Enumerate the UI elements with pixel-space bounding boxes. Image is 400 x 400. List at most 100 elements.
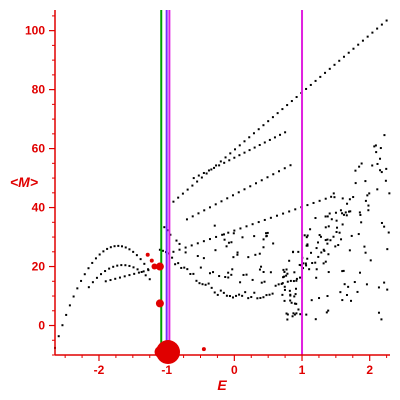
data-point [318, 297, 321, 300]
data-point [248, 149, 251, 152]
data-point [324, 226, 327, 229]
data-point [262, 270, 265, 273]
data-point [133, 272, 136, 275]
data-point [236, 251, 239, 254]
y-tick-label: 100 [25, 24, 45, 38]
data-point [226, 197, 229, 200]
data-point [260, 281, 263, 284]
data-point [333, 63, 336, 66]
data-point [220, 200, 223, 203]
data-point [163, 226, 166, 229]
data-point [288, 259, 291, 262]
data-point [302, 267, 305, 270]
data-point [364, 180, 367, 183]
data-point [330, 218, 333, 221]
data-point [348, 198, 351, 201]
data-point [367, 204, 370, 207]
data-point [247, 297, 250, 300]
data-point [371, 31, 374, 34]
data-point [350, 299, 353, 302]
data-point [191, 215, 194, 218]
data-point [249, 185, 252, 188]
data-point [238, 144, 241, 147]
data-point [309, 228, 312, 231]
y-axis-label: <M> [10, 174, 38, 190]
data-point [342, 213, 345, 216]
data-point [140, 270, 143, 273]
data-point [91, 261, 94, 264]
data-point [225, 294, 228, 297]
data-point [169, 233, 172, 236]
data-point [283, 299, 286, 302]
data-point [224, 275, 227, 278]
data-point [248, 136, 251, 139]
data-point [324, 260, 327, 263]
data-point [292, 280, 295, 283]
data-point [385, 19, 388, 22]
data-point [123, 275, 126, 278]
data-point [98, 253, 101, 256]
data-point [72, 295, 75, 298]
y-tick-label: 20 [32, 260, 46, 274]
data-point [386, 248, 389, 251]
data-point [177, 196, 180, 199]
data-point [65, 313, 68, 316]
data-point [332, 192, 335, 195]
data-point [118, 276, 121, 279]
data-point [283, 270, 286, 273]
data-point [358, 271, 361, 274]
data-point [283, 167, 286, 170]
data-point [251, 223, 254, 226]
data-point [343, 283, 346, 286]
data-point [286, 272, 289, 275]
data-point [204, 283, 207, 286]
data-point [239, 227, 242, 230]
data-point [57, 335, 60, 338]
data-point [285, 268, 288, 271]
data-point [289, 279, 292, 282]
data-point [276, 112, 279, 115]
data-point [208, 238, 211, 241]
data-point [200, 176, 203, 179]
data-point [322, 248, 325, 251]
data-point [221, 233, 224, 236]
data-point [208, 272, 211, 275]
data-point [222, 291, 225, 294]
data-point [177, 262, 180, 265]
data-point [243, 188, 246, 191]
data-point [319, 235, 322, 238]
data-point [208, 206, 211, 209]
data-point [280, 282, 283, 285]
data-point [335, 231, 338, 234]
data-point [297, 308, 300, 311]
data-point [139, 258, 142, 261]
data-point [174, 263, 177, 266]
data-point [298, 276, 301, 279]
data-point [385, 167, 388, 170]
data-point [207, 282, 210, 285]
data-point [87, 267, 90, 270]
data-point [305, 87, 308, 90]
data-point [229, 152, 232, 155]
data-point [76, 287, 79, 290]
data-point [178, 242, 181, 245]
data-point [213, 291, 216, 294]
data-point [305, 264, 308, 267]
highlight-point [149, 258, 154, 263]
data-point [306, 244, 309, 247]
data-point [232, 232, 235, 235]
data-point [120, 264, 123, 267]
data-point [263, 218, 266, 221]
data-point [207, 169, 210, 172]
data-point [340, 238, 343, 241]
data-point [106, 247, 109, 250]
data-point [298, 263, 301, 266]
data-point [294, 208, 297, 211]
data-point [253, 291, 256, 294]
data-point [253, 235, 256, 238]
data-point [269, 216, 272, 219]
data-point [117, 244, 120, 247]
data-point [137, 271, 140, 274]
data-point [295, 312, 298, 315]
data-point [334, 211, 337, 214]
